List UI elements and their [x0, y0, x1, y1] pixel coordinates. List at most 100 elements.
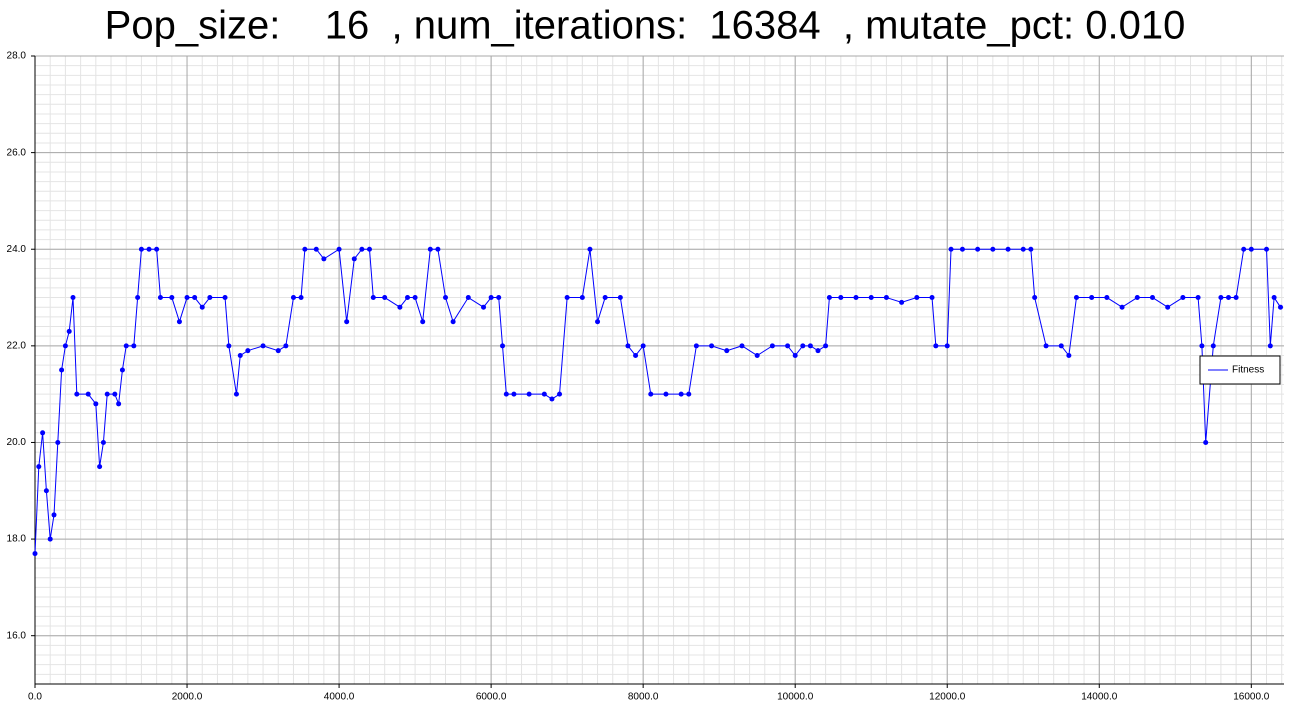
point — [663, 391, 669, 397]
point — [226, 343, 232, 349]
point — [283, 343, 289, 349]
point — [929, 295, 935, 301]
point — [176, 319, 182, 325]
point — [344, 319, 350, 325]
point — [59, 367, 65, 373]
x-tick-label: 2000.0 — [172, 692, 203, 703]
x-tick-label: 10000.0 — [777, 692, 814, 703]
point — [1180, 295, 1186, 301]
point — [481, 304, 487, 310]
point — [382, 295, 388, 301]
y-tick-label: 18.0 — [7, 534, 27, 545]
point — [633, 353, 639, 359]
point — [549, 396, 555, 402]
point — [785, 343, 791, 349]
point — [351, 256, 357, 262]
point — [233, 391, 239, 397]
point — [1195, 295, 1201, 301]
point — [32, 551, 38, 557]
point — [496, 295, 502, 301]
point — [1134, 295, 1140, 301]
point — [131, 343, 137, 349]
point — [693, 343, 699, 349]
point — [975, 246, 981, 252]
point — [488, 295, 494, 301]
point — [199, 304, 205, 310]
point — [899, 299, 905, 305]
y-tick-label: 24.0 — [7, 244, 27, 255]
point — [1066, 353, 1072, 359]
point — [184, 295, 190, 301]
point — [366, 246, 372, 252]
point — [678, 391, 684, 397]
y-tick-label: 16.0 — [7, 630, 27, 641]
point — [724, 348, 730, 354]
point — [709, 343, 715, 349]
point — [370, 295, 376, 301]
y-tick-label: 22.0 — [7, 340, 27, 351]
point — [990, 246, 996, 252]
point — [321, 256, 327, 262]
point — [427, 246, 433, 252]
point — [66, 328, 72, 334]
point — [275, 348, 281, 354]
point — [207, 295, 213, 301]
point — [526, 391, 532, 397]
point — [959, 246, 965, 252]
point — [93, 401, 99, 407]
point — [237, 353, 243, 359]
point — [557, 391, 563, 397]
point — [1073, 295, 1079, 301]
point — [944, 343, 950, 349]
point — [40, 430, 46, 436]
point — [70, 295, 76, 301]
point — [245, 348, 251, 354]
point — [404, 295, 410, 301]
point — [260, 343, 266, 349]
point — [1267, 343, 1273, 349]
point — [1203, 439, 1209, 445]
point — [1264, 246, 1270, 252]
point — [116, 401, 122, 407]
point — [1032, 295, 1038, 301]
point — [815, 348, 821, 354]
point — [587, 246, 593, 252]
point — [564, 295, 570, 301]
point — [397, 304, 403, 310]
line — [34, 248, 1281, 554]
point — [1226, 295, 1232, 301]
chart-title: Pop_size: 16 , num_iterations: 16384 , m… — [105, 4, 1186, 48]
point — [686, 391, 692, 397]
point — [412, 295, 418, 301]
point — [336, 246, 342, 252]
x-tick-label: 16000.0 — [1233, 692, 1270, 703]
point — [138, 246, 144, 252]
point — [1248, 246, 1254, 252]
point — [313, 246, 319, 252]
y-tick-label: 20.0 — [7, 437, 27, 448]
point — [1210, 343, 1216, 349]
point — [792, 353, 798, 359]
point — [154, 246, 160, 252]
point — [146, 246, 152, 252]
point — [1165, 304, 1171, 310]
x-tick-label: 0.0 — [28, 692, 42, 703]
point — [302, 246, 308, 252]
x-tick-label: 8000.0 — [628, 692, 659, 703]
point — [100, 439, 106, 445]
point — [838, 295, 844, 301]
point — [1058, 343, 1064, 349]
point — [359, 246, 365, 252]
point — [625, 343, 631, 349]
point — [104, 391, 110, 397]
x-tick-label: 12000.0 — [929, 692, 966, 703]
point — [1043, 343, 1049, 349]
point — [933, 343, 939, 349]
point — [1020, 246, 1026, 252]
point — [807, 343, 813, 349]
point — [74, 391, 80, 397]
legend-label: Fitness — [1232, 365, 1264, 376]
x-tick-label: 14000.0 — [1081, 692, 1118, 703]
